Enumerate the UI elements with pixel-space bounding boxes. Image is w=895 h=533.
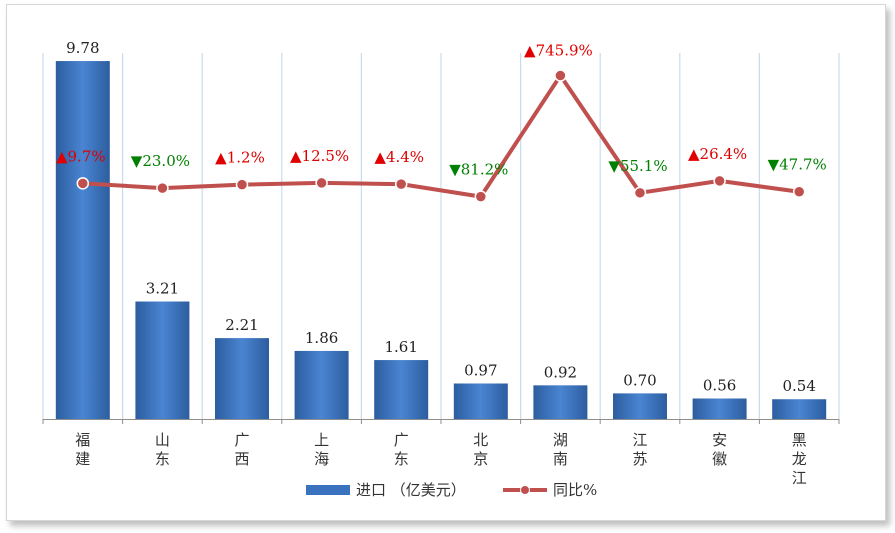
- yoy-label: ▲1.2%: [215, 149, 265, 167]
- yoy-label: ▲26.4%: [688, 145, 747, 163]
- legend-bar-label: 进口 （亿美元）: [356, 481, 466, 499]
- category-label: 广西: [234, 431, 249, 468]
- line-point: [394, 177, 408, 191]
- x-axis: [42, 419, 840, 424]
- line-point: [315, 176, 328, 190]
- bar: [453, 383, 508, 419]
- yoy-label: ▼81.2%: [449, 161, 508, 179]
- bar-value-label: 2.21: [225, 316, 258, 334]
- category-label: 福建: [75, 431, 90, 468]
- bar-value-label: 3.21: [146, 280, 179, 298]
- category-label: 江苏: [632, 431, 647, 468]
- yoy-label: ▼55.1%: [608, 157, 667, 175]
- bar-value-label: 1.86: [305, 329, 338, 347]
- yoy-label: ▲12.5%: [290, 147, 349, 165]
- chart-frame: 9.78 3.21 2.21 1.86 1.61 0.97 0.92 0.70 0.56 0.54…: [6, 4, 886, 521]
- bar: [55, 61, 110, 419]
- data-labels: 9.78 3.21 2.21 1.86 1.61 0.97 0.92 0.70 0.56 0.54…: [56, 39, 827, 395]
- grid-lines: [42, 53, 840, 419]
- legend: 进口 （亿美元） 同比%: [306, 481, 597, 499]
- bar-value-label: 0.54: [782, 377, 815, 395]
- bar-value-label: 0.56: [703, 377, 736, 395]
- bar: [294, 350, 349, 419]
- line-point: [156, 181, 169, 195]
- legend-line-marker: [520, 485, 530, 495]
- yoy-label: ▲4.4%: [374, 148, 424, 166]
- yoy-label: ▼23.0%: [131, 152, 190, 170]
- bar: [215, 338, 269, 419]
- bar: [692, 398, 747, 419]
- category-label: 山东: [155, 431, 170, 468]
- bar-series: [55, 61, 827, 419]
- bar-value-label: 0.97: [464, 361, 497, 379]
- yoy-label: ▼47.7%: [768, 156, 827, 174]
- line-point: [474, 190, 488, 203]
- legend-line-label: 同比%: [553, 481, 597, 499]
- bar-value-label: 1.61: [384, 338, 417, 356]
- bar: [613, 393, 667, 419]
- bar-value-label: 9.78: [66, 39, 99, 57]
- bar: [374, 360, 429, 419]
- category-labels: 福建 山东 广西 上海 广东 北京 湖南 江苏 安徽 黑龙江: [75, 431, 806, 487]
- yoy-label: ▲9.7%: [56, 147, 106, 165]
- line-point: [713, 174, 726, 188]
- line-point: [235, 178, 249, 191]
- bar: [533, 385, 588, 419]
- legend-bar-swatch: [306, 485, 350, 495]
- category-label: 黑龙江: [792, 431, 807, 487]
- bar-value-label: 0.70: [623, 371, 656, 389]
- yoy-label: ▲745.9%: [524, 42, 593, 60]
- category-label: 安徽: [712, 431, 727, 468]
- bar: [772, 399, 827, 419]
- category-label: 北京: [473, 431, 488, 468]
- category-label: 上海: [314, 431, 329, 468]
- line-point: [633, 186, 647, 200]
- category-label: 湖南: [553, 431, 568, 468]
- bar-value-label: 0.92: [544, 363, 577, 381]
- line-series: [76, 69, 806, 203]
- line-point: [792, 185, 806, 198]
- chart: 9.78 3.21 2.21 1.86 1.61 0.97 0.92 0.70 0.56 0.54…: [42, 39, 840, 499]
- bar: [135, 301, 190, 419]
- line-point: [554, 69, 567, 82]
- category-label: 广东: [394, 431, 409, 468]
- line-path: [82, 73, 800, 199]
- line-point: [76, 177, 90, 190]
